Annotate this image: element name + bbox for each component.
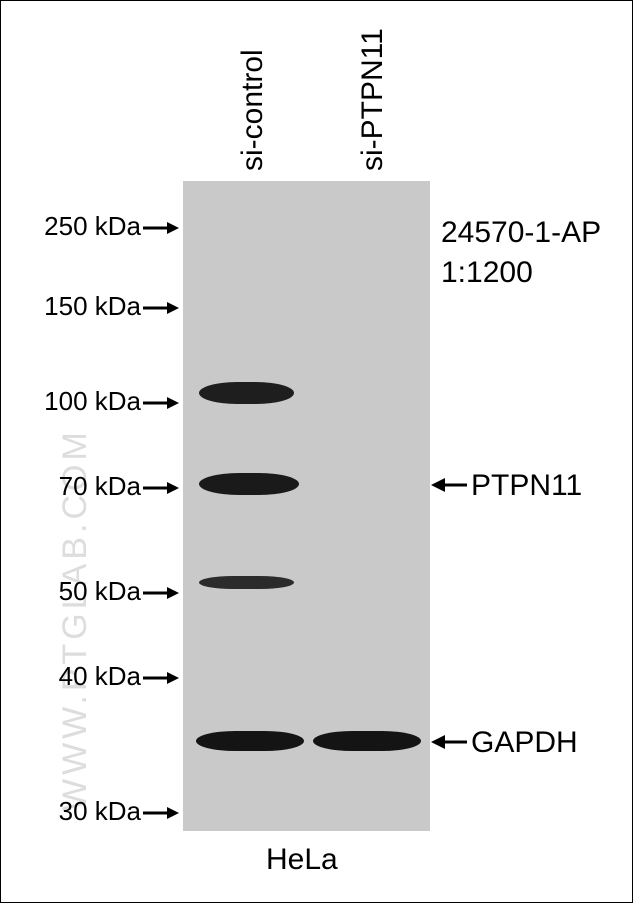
- cell-line-label: HeLa: [266, 843, 338, 877]
- arrow-icon: [141, 805, 179, 821]
- band-lane0-ptpn11: [199, 473, 299, 495]
- arrow-left-icon: [431, 733, 469, 751]
- mw-40: 40 kDa: [33, 661, 179, 692]
- arrow-icon: [141, 300, 179, 316]
- figure-canvas: WWW.PTGLAB.COM si-control si-PTPN11 250 …: [0, 0, 633, 903]
- mw-30: 30 kDa: [33, 796, 179, 827]
- arrow-icon: [141, 585, 179, 601]
- antibody-dilution: 1:1200: [441, 256, 533, 290]
- mw-250: 250 kDa: [21, 211, 179, 242]
- mw-30-text: 30 kDa: [59, 796, 141, 826]
- arrow-icon: [141, 480, 179, 496]
- mw-70: 70 kDa: [33, 471, 179, 502]
- arrow-icon: [141, 670, 179, 686]
- band-lane0-50kda: [199, 576, 294, 589]
- antibody-catalog: 24570-1-AP: [441, 216, 601, 250]
- mw-50: 50 kDa: [33, 576, 179, 607]
- mw-100: 100 kDa: [21, 386, 179, 417]
- mw-70-text: 70 kDa: [59, 471, 141, 501]
- band-lane1-gapdh: [313, 731, 421, 751]
- lane-label-si-control: si-control: [236, 49, 270, 171]
- mw-40-text: 40 kDa: [59, 661, 141, 691]
- band-lane0-gapdh: [196, 731, 304, 751]
- arrow-icon: [141, 395, 179, 411]
- protein-label-ptpn11: PTPN11: [471, 469, 582, 503]
- mw-250-text: 250 kDa: [44, 211, 141, 241]
- arrow-icon: [141, 220, 179, 236]
- lane-label-si-ptpn11: si-PTPN11: [356, 28, 390, 171]
- mw-100-text: 100 kDa: [44, 386, 141, 416]
- arrow-left-icon: [431, 476, 469, 494]
- mw-150-text: 150 kDa: [44, 291, 141, 321]
- mw-50-text: 50 kDa: [59, 576, 141, 606]
- band-lane0-100kda: [199, 382, 294, 404]
- protein-label-gapdh: GAPDH: [471, 726, 578, 760]
- mw-150: 150 kDa: [21, 291, 179, 322]
